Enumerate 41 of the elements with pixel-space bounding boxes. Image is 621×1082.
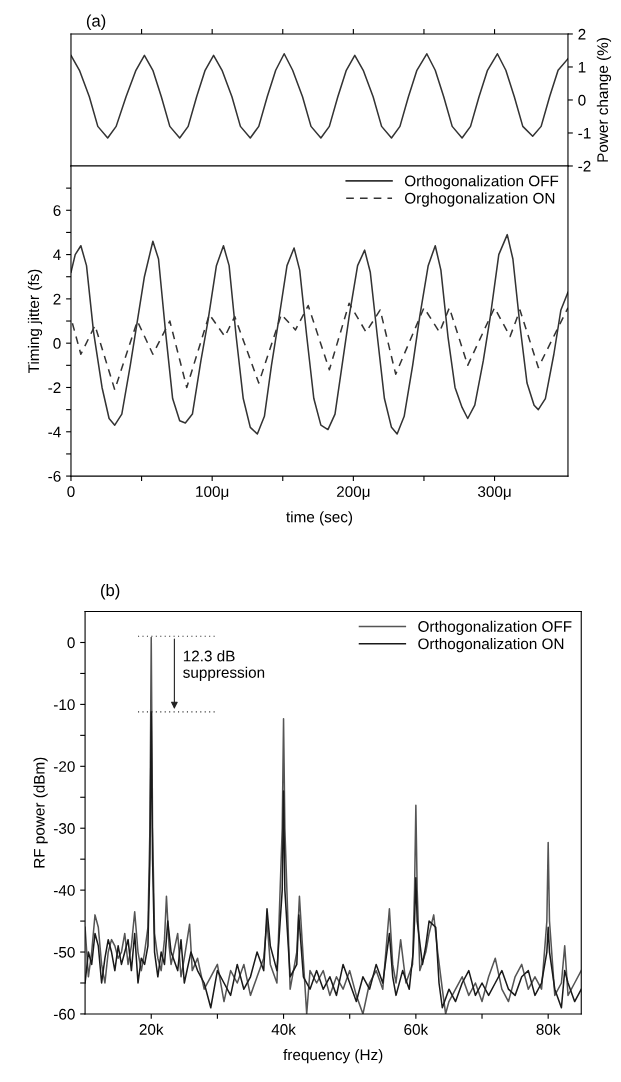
y-tick-label: 2 (53, 293, 61, 305)
chart-title: (b) (101, 583, 120, 600)
y-tick-label: 1 (578, 62, 586, 73)
x-tick-label: 100μ (196, 486, 229, 500)
y-tick-label: 0 (578, 94, 586, 106)
y-tick-label: 4 (53, 249, 61, 261)
legend-label: Orthogonalization OFF (418, 620, 572, 635)
y-tick-label: -2 (48, 382, 61, 394)
annotation: 12.3 dB suppression (183, 650, 265, 681)
y-tick-label: 2 (578, 28, 586, 40)
line-series (85, 711, 582, 1009)
y-tick-label: 0 (67, 637, 75, 649)
legend-label: Orthogonalization OFF (404, 175, 559, 190)
y-tick-label: 6 (53, 205, 61, 216)
line-series (70, 233, 568, 435)
legend-label: Orghogonalization ON (404, 192, 555, 207)
line-series (70, 53, 568, 139)
x-tick-label: 40k (271, 1023, 296, 1035)
legend-label: Orthogonalization ON (418, 638, 564, 653)
x-tick-label: 20k (139, 1023, 164, 1035)
x-tick-label: 300μ (477, 486, 511, 500)
y-tick-label: -60 (53, 1008, 75, 1020)
x-tick-label: 200μ (336, 486, 370, 500)
y-tick-label: -1 (578, 128, 591, 139)
x-tick-label: 60k (404, 1023, 429, 1035)
y-axis-title: RF power (dBm) (33, 757, 48, 868)
y-tick-label: -40 (53, 885, 75, 896)
y-tick-label: -30 (53, 823, 75, 834)
y-tick-label: -2 (578, 160, 591, 172)
y-axis-title: Power change (%) (596, 38, 612, 162)
y-tick-label: -10 (53, 699, 75, 711)
y-tick-label: -6 (48, 470, 61, 482)
chart-title: (a) (86, 14, 106, 31)
y-tick-label: -4 (48, 426, 61, 438)
x-axis-title: frequency (Hz) (283, 1049, 383, 1064)
y-tick-label: -20 (53, 761, 75, 772)
x-axis-title: time (sec) (286, 511, 353, 526)
y-axis-title: Timing jitter (fs) (27, 269, 43, 374)
y-tick-label: 0 (53, 338, 61, 349)
x-tick-label: 80k (536, 1023, 561, 1035)
y-tick-label: -50 (53, 946, 75, 958)
